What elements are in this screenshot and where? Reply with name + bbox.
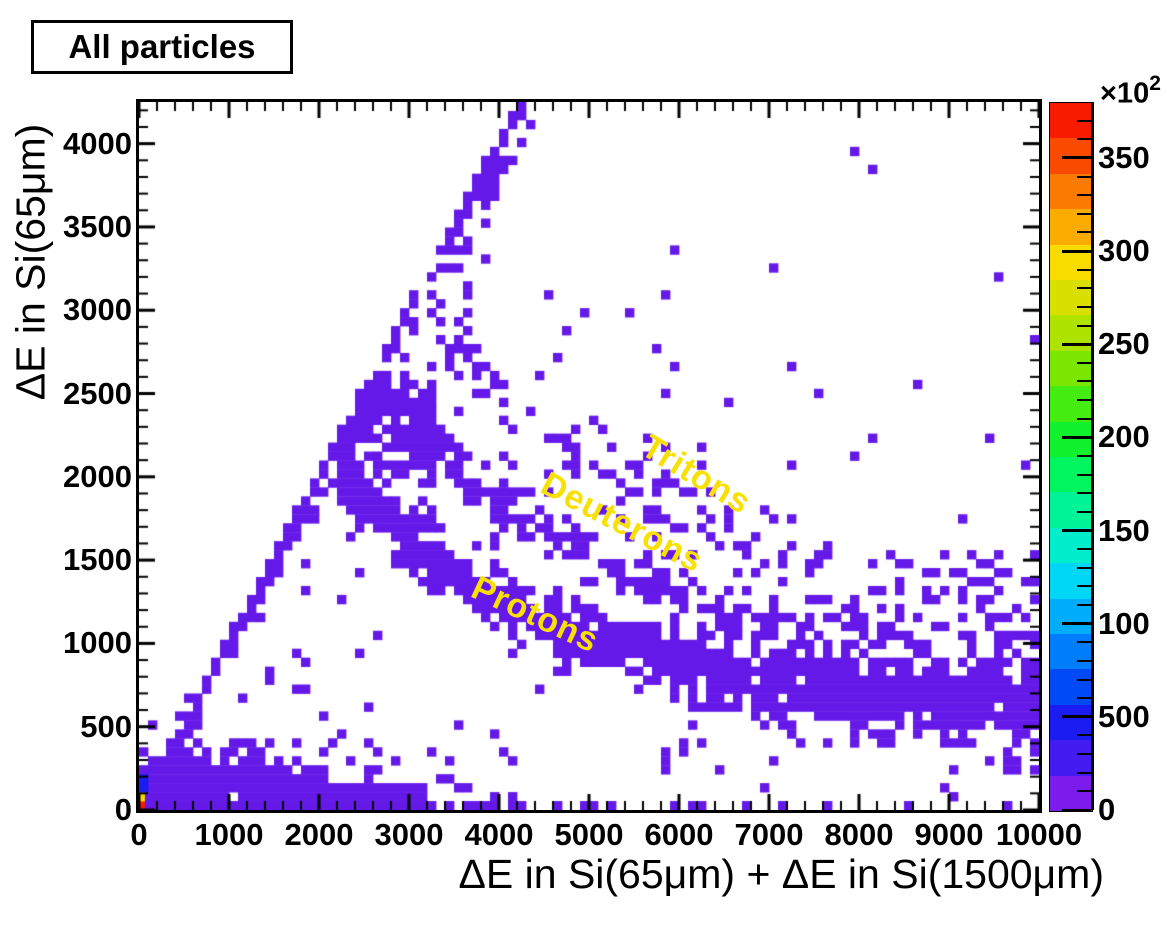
- z-minor-tick: [1077, 585, 1091, 588]
- y-tick-label: 1500: [63, 542, 132, 578]
- z-major-tick: [1062, 529, 1091, 533]
- palette-band: [1050, 775, 1092, 811]
- histogram-canvas: [139, 102, 1039, 810]
- z-minor-tick: [1077, 659, 1091, 662]
- x-tick-label: 9000: [914, 817, 984, 852]
- palette-band: [1050, 385, 1092, 422]
- z-minor-tick: [1077, 510, 1091, 513]
- histogram-title-box: All particles: [31, 20, 293, 74]
- z-major-tick: [1062, 808, 1091, 812]
- z-tick-label: 200: [1098, 419, 1150, 455]
- z-tick-label: 500: [1098, 698, 1150, 734]
- z-minor-tick: [1077, 324, 1091, 327]
- z-tick-label: 100: [1098, 605, 1150, 641]
- z-major-tick: [1062, 715, 1091, 719]
- palette-band: [1050, 279, 1092, 316]
- palette-band: [1050, 527, 1092, 564]
- palette-band: [1050, 633, 1092, 670]
- palette-band: [1050, 137, 1092, 174]
- z-minor-tick: [1077, 119, 1091, 122]
- z-tick-label: 250: [1098, 326, 1150, 362]
- z-tick-label: 350: [1098, 139, 1150, 175]
- palette-band: [1050, 668, 1092, 705]
- z-minor-tick: [1077, 399, 1091, 402]
- z-major-tick: [1062, 435, 1091, 439]
- x-tick-label: 1000: [194, 817, 264, 852]
- x-tick-label: 6000: [644, 817, 714, 852]
- y-tick-label: 0: [114, 792, 132, 827]
- z-minor-tick: [1077, 734, 1091, 737]
- z-minor-tick: [1077, 566, 1091, 569]
- z-axis-exponent: ×102: [1100, 72, 1161, 111]
- palette-band: [1050, 704, 1092, 741]
- z-minor-tick: [1077, 790, 1091, 793]
- z-exponent-base: ×10: [1100, 77, 1150, 110]
- y-tick-label: 4000: [63, 125, 132, 161]
- z-minor-tick: [1077, 678, 1091, 681]
- z-minor-tick: [1077, 641, 1091, 644]
- z-major-tick: [1062, 156, 1091, 160]
- z-minor-tick: [1077, 697, 1091, 700]
- z-minor-tick: [1077, 455, 1091, 457]
- palette-band: [1050, 739, 1092, 776]
- x-tick-label: 2000: [284, 817, 354, 852]
- palette-bar: [1049, 102, 1093, 812]
- y-tick-label: 3500: [63, 208, 132, 244]
- y-axis-title: ΔE in Si(65μm): [7, 123, 54, 401]
- z-minor-tick: [1077, 268, 1091, 271]
- x-tick-label: 7000: [734, 817, 804, 852]
- z-minor-tick: [1077, 305, 1091, 308]
- z-tick-label: 0: [1098, 792, 1116, 827]
- z-minor-tick: [1077, 417, 1091, 420]
- z-minor-tick: [1077, 361, 1091, 364]
- y-tick-label: 1000: [63, 625, 132, 661]
- z-minor-tick: [1077, 194, 1091, 197]
- palette-band: [1050, 491, 1092, 528]
- z-minor-tick: [1077, 473, 1091, 476]
- palette-band: [1050, 350, 1092, 387]
- palette-band: [1050, 173, 1092, 210]
- y-tick-label: 3000: [63, 292, 132, 328]
- y-tick-label: 2500: [63, 375, 132, 411]
- z-minor-tick: [1077, 604, 1091, 607]
- z-minor-tick: [1077, 212, 1091, 215]
- z-minor-tick: [1077, 380, 1091, 383]
- x-tick-label: 10000: [995, 817, 1083, 852]
- palette-band: [1050, 421, 1092, 457]
- x-tick-label: 5000: [554, 817, 624, 852]
- y-tick-label: 500: [80, 708, 132, 744]
- x-tick-label: 3000: [374, 817, 444, 852]
- y-tick-label: 2000: [63, 458, 132, 494]
- z-major-tick: [1062, 249, 1091, 253]
- histogram-title: All particles: [68, 28, 256, 65]
- x-axis-title: ΔE in Si(65μm) + ΔE in Si(1500μm): [458, 851, 1104, 897]
- z-minor-tick: [1077, 492, 1091, 495]
- z-axis-line: [1091, 102, 1094, 810]
- z-minor-tick: [1077, 771, 1091, 774]
- z-minor-tick: [1077, 175, 1091, 178]
- z-tick-label: 150: [1098, 512, 1150, 548]
- x-tick-label: 4000: [464, 817, 534, 852]
- z-minor-tick: [1077, 287, 1091, 290]
- z-minor-tick: [1077, 138, 1091, 141]
- z-minor-tick: [1077, 548, 1091, 551]
- z-major-tick: [1062, 342, 1091, 346]
- z-major-tick: [1062, 622, 1091, 626]
- z-minor-tick: [1077, 753, 1091, 756]
- x-tick-label: 8000: [824, 817, 894, 852]
- z-exponent-power: 2: [1149, 72, 1161, 95]
- z-minor-tick: [1077, 231, 1091, 234]
- z-tick-label: 300: [1098, 233, 1150, 269]
- x-tick-label: 0: [130, 817, 148, 852]
